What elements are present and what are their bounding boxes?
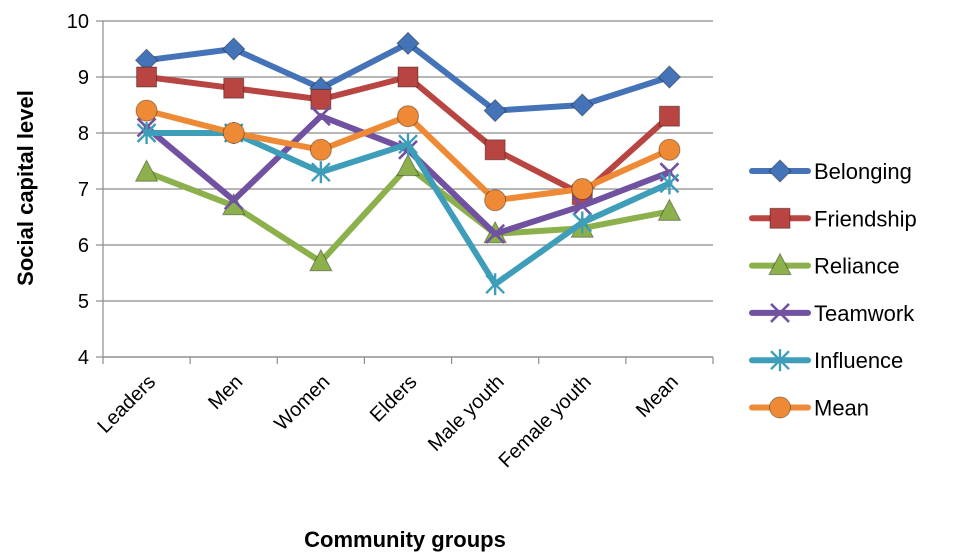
y-tick-label: 9 (78, 67, 89, 89)
data-point (657, 198, 682, 221)
legend-marker (768, 159, 792, 183)
series-mean (135, 99, 681, 212)
x-tick-label: Leaders (93, 371, 160, 438)
data-point (572, 195, 593, 216)
x-axis-title: Community groups (304, 527, 506, 552)
data-point (658, 138, 681, 161)
data-point (485, 223, 506, 244)
data-point (484, 189, 507, 212)
data-point (657, 65, 682, 89)
legend-item-friendship: Friendship (749, 206, 917, 231)
x-tick-label: Mean (632, 371, 683, 422)
x-tick-label: Female youth (495, 371, 596, 472)
data-point (572, 211, 593, 234)
legend: Belonging Friendship Reliance Teamwork Influ… (749, 159, 917, 421)
data-point (396, 31, 420, 56)
series-influence (136, 122, 680, 296)
legend-marker (769, 207, 791, 229)
data-point (310, 88, 332, 110)
legend-label: Mean (814, 396, 869, 421)
data-point (658, 105, 680, 127)
legend-item-teamwork: Teamwork (749, 301, 915, 326)
data-point (136, 66, 158, 88)
x-tick-label: Elders (366, 371, 422, 427)
data-point (309, 248, 333, 272)
series-group (134, 31, 682, 296)
data-point (397, 66, 419, 88)
data-point (309, 138, 332, 161)
data-point (396, 153, 420, 177)
y-tick-label: 8 (78, 123, 89, 145)
data-point (483, 98, 507, 123)
data-point (310, 106, 331, 127)
y-tick-label: 6 (78, 235, 89, 257)
legend-label: Friendship (814, 206, 917, 231)
legend-item-mean: Mean (749, 396, 869, 421)
legend-item-influence: Influence (749, 348, 903, 373)
x-tick-label: Men (204, 371, 247, 414)
legend-label: Belonging (814, 159, 912, 184)
data-point (223, 190, 244, 211)
data-point (398, 133, 418, 156)
data-point (570, 93, 594, 117)
y-axis-title: Social capital level (13, 90, 38, 286)
legend-label: Influence (814, 348, 903, 373)
data-point (222, 37, 246, 61)
data-point (311, 161, 331, 184)
legend-label: Reliance (814, 254, 900, 279)
data-point (222, 122, 245, 144)
y-tick-label: 7 (78, 179, 89, 201)
y-tick-label: 4 (78, 347, 89, 369)
y-tick-label: 5 (78, 291, 89, 313)
data-point (485, 273, 505, 296)
data-point (135, 99, 158, 122)
data-point (136, 122, 157, 144)
legend-label: Teamwork (814, 301, 915, 326)
data-point (659, 172, 680, 195)
y-tick-label: 10 (67, 11, 89, 33)
y-axis-ticks: 4 5 6 7 8 9 10 (67, 11, 103, 369)
data-point (134, 159, 159, 182)
x-tick-label: Male youth (424, 371, 509, 456)
legend-item-reliance: Reliance (749, 252, 900, 279)
legend-marker (768, 252, 792, 276)
legend-marker (769, 396, 791, 419)
data-point (484, 139, 506, 161)
data-point (223, 77, 245, 99)
series-belonging (134, 31, 682, 123)
legend-item-belonging: Belonging (749, 159, 912, 184)
x-tick-label: Women (270, 371, 334, 435)
legend-marker (770, 349, 790, 372)
data-point (397, 105, 419, 128)
data-point (571, 178, 594, 200)
legend-marker (770, 302, 790, 323)
